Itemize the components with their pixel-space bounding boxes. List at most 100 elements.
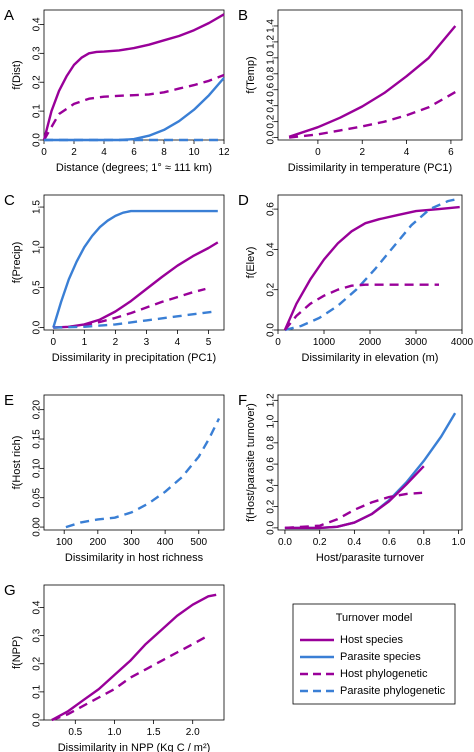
x-tick-label: 0 — [315, 147, 321, 158]
series-line-host-species — [51, 593, 217, 722]
x-tick-label: 500 — [190, 537, 207, 548]
y-tick-label: 0.4 — [266, 98, 277, 112]
plot-frame — [43, 394, 225, 531]
x-axis-label: Dissimilarity in temperature (PC1) — [288, 162, 452, 174]
y-tick-label: 0.4 — [266, 478, 277, 492]
x-axis-label: Distance (degrees; 1° ≈ 111 km) — [56, 162, 212, 174]
panel-F: F 0.0 0.2 0.4 0.6 0.8 1.0 0.0 0.2 0.4 0.6 0.8 1.0 1.2… — [238, 392, 466, 564]
x-tick-label: 2000 — [359, 337, 382, 348]
y-tick-label: 0.2 — [266, 114, 277, 128]
y-tick-label: 0.0 — [32, 133, 43, 147]
y-tick-label: 1.2 — [266, 393, 277, 407]
series-line-parasite-species — [52, 209, 218, 328]
series-line-parasite-species — [284, 412, 457, 530]
y-axis-label: f(NPP) — [11, 636, 23, 669]
x-tick-label: 0.4 — [347, 537, 361, 548]
x-tick-label: 0 — [51, 337, 57, 348]
panel-letter: E — [4, 392, 14, 409]
x-axis-label: Host/parasite turnover — [316, 552, 425, 564]
series-line-host-phylogenetic — [53, 287, 206, 329]
x-tick-label: 1.5 — [147, 727, 161, 738]
series-line-host-phylogenetic — [42, 73, 225, 141]
y-tick-label: 0.0 — [266, 323, 277, 337]
series-line-host-species — [42, 13, 225, 141]
series-line-host-phylogenetic — [284, 491, 423, 530]
series-line-host-phylogenetic — [288, 91, 456, 139]
series-line-parasite-species — [44, 77, 225, 142]
x-tick-label: 0 — [275, 337, 281, 348]
x-axis-label: Dissimilarity in precipitation (PC1) — [52, 352, 216, 364]
y-tick-label: 0.8 — [266, 66, 277, 80]
y-tick-label: 0.0 — [32, 713, 43, 727]
y-tick-label: 1.5 — [32, 200, 43, 214]
y-axis-label: f(Dist) — [11, 60, 23, 89]
x-tick-label: 400 — [157, 537, 174, 548]
panel-G: G 0.5 1.0 1.5 2.0 0.0 0.1 0.2 0.3 0.4 Dissimilarit… — [4, 582, 225, 752]
y-tick-label: 0.4 — [32, 600, 43, 614]
y-axis-label: f(Precip) — [11, 242, 23, 284]
y-axis-label: f(Host/parasite turnover) — [245, 403, 257, 522]
x-tick-label: 3000 — [405, 337, 428, 348]
legend-title: Turnover model — [336, 612, 413, 624]
y-tick-label: 0.3 — [32, 46, 43, 60]
x-tick-label: 0.2 — [313, 537, 327, 548]
y-tick-label: 0.00 — [32, 517, 43, 537]
x-axis-label: Dissimilarity in NPP (Kg C / m²) — [58, 742, 211, 752]
series-line-host-species — [288, 25, 457, 138]
x-tick-label: 10 — [188, 147, 200, 158]
y-tick-label: 0.4 — [32, 17, 43, 31]
x-tick-label: 0.5 — [68, 727, 82, 738]
y-tick-label: 0.2 — [32, 656, 43, 670]
panel-letter: B — [238, 7, 248, 24]
panel-letter: F — [238, 392, 247, 409]
panel-letter: D — [238, 192, 249, 209]
y-axis-label: f(Elev) — [245, 247, 257, 279]
legend-entry-label: Host species — [340, 634, 403, 646]
panel-B: B 0 2 4 6 0.0 0.2 0.4 0.6 0.8 1.01.2 1.4 Dissimilari… — [238, 7, 463, 174]
plot-frame — [43, 194, 225, 331]
y-tick-label: 0.4 — [266, 242, 277, 256]
series-line-host-species — [284, 465, 425, 530]
y-tick-label: 1.0 — [266, 414, 277, 428]
y-tick-label: 0.5 — [32, 280, 43, 294]
x-tick-label: 4000 — [451, 337, 474, 348]
y-tick-label: 0.05 — [32, 488, 43, 508]
x-axis-label: Dissimilarity in host richness — [65, 552, 204, 564]
x-tick-label: 12 — [218, 147, 230, 158]
x-tick-label: 4 — [404, 147, 410, 158]
legend-entry-label: Host phylogenetic — [340, 668, 428, 680]
plot-frame — [277, 194, 463, 331]
y-tick-label: 0.8 — [266, 435, 277, 449]
y-tick-label: 0.0 — [266, 130, 277, 144]
x-tick-label: 6 — [131, 147, 137, 158]
x-tick-label: 1.0 — [107, 727, 121, 738]
y-axis-label: f(Host rich) — [11, 436, 23, 490]
x-tick-label: 0.6 — [382, 537, 396, 548]
y-tick-label: 0.2 — [266, 499, 277, 513]
y-tick-label: 1.2 — [266, 35, 277, 49]
plot-frame — [43, 584, 225, 721]
legend-box — [292, 603, 456, 705]
panel-letter: C — [4, 192, 15, 209]
x-tick-label: 100 — [56, 537, 73, 548]
series-line-parasite-phylogenetic — [284, 197, 458, 332]
series-line-parasite-phylogenetic — [65, 417, 221, 529]
x-axis-label: Dissimilarity in elevation (m) — [302, 352, 439, 364]
legend: Turnover model Host species Parasite speci… — [292, 603, 456, 705]
y-tick-label: 1.0 — [32, 240, 43, 254]
x-tick-label: 6 — [448, 147, 454, 158]
x-tick-label: 0.0 — [278, 537, 292, 548]
x-tick-label: 4 — [101, 147, 107, 158]
x-tick-label: 1.0 — [452, 537, 466, 548]
y-tick-label: 0.1 — [32, 104, 43, 118]
plot-frame — [277, 394, 463, 531]
y-tick-label: 1.0 — [266, 50, 277, 64]
x-tick-label: 2 — [359, 147, 365, 158]
panel-A: A 0 2 4 6 8 10 12 0.0 0.1 0.2 0.3 0.4 Distance (degre… — [4, 7, 230, 174]
y-tick-label: 0.2 — [32, 75, 43, 89]
panel-D: D 0 1000 2000 3000 4000 0.0 0.2 0.4 0.6 Dissimilar… — [238, 192, 474, 364]
series-line-host-species — [53, 241, 219, 329]
y-tick-label: 0.6 — [266, 202, 277, 216]
series-line-host-phylogenetic — [283, 283, 439, 331]
